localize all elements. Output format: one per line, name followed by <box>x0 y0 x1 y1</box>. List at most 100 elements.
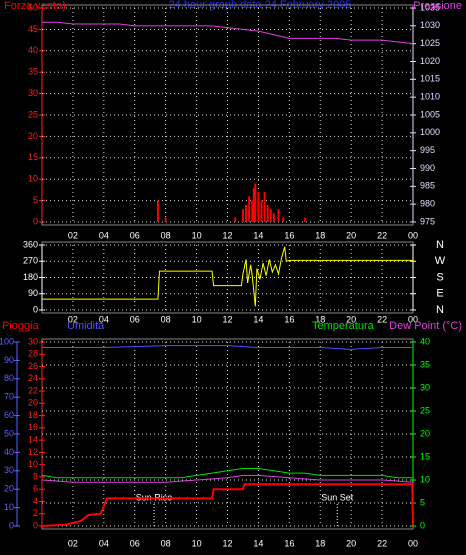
y-tick-label: 10 <box>28 174 38 184</box>
series-line <box>42 345 413 350</box>
y-tick-label: 980 <box>420 199 435 209</box>
x-tick-label: 12 <box>222 230 232 240</box>
y-tick-label: 22 <box>28 385 38 395</box>
y-tick-label: 975 <box>420 216 435 226</box>
y-tick-label: 0 <box>33 520 38 530</box>
x-tick-label: 06 <box>130 230 140 240</box>
y-tick-label: 24 <box>28 373 38 383</box>
x-tick-label: 00 <box>408 538 418 548</box>
bar <box>254 183 257 222</box>
bar <box>277 209 280 222</box>
y-tick-label: 25 <box>420 405 430 415</box>
y-tick-label: 15 <box>420 451 430 461</box>
y-tick-label: 16 <box>28 422 38 432</box>
y-tick-label: 10 <box>4 502 14 512</box>
legend-label: Dew Point (°C) <box>389 320 462 332</box>
x-tick-label: 02 <box>68 314 78 324</box>
series-line <box>41 468 413 479</box>
y-tick-label: 30 <box>28 88 38 98</box>
y-tick-label: 1010 <box>420 92 440 102</box>
bar <box>251 200 254 222</box>
y-tick-label: 15 <box>28 152 38 162</box>
series-line <box>41 474 414 483</box>
y-tick-label: 30 <box>420 382 430 392</box>
y-tick-label: 30 <box>4 465 14 475</box>
y-tick-label: 45 <box>28 24 38 34</box>
bar <box>272 213 275 222</box>
x-tick-label: 14 <box>253 538 263 548</box>
y-tick-label: 5 <box>33 195 38 205</box>
y-tick-label: 360 <box>23 239 38 249</box>
bar <box>241 209 244 222</box>
bar <box>164 217 167 222</box>
y-tick-label: 14 <box>28 435 38 445</box>
y-tick-label: 180 <box>23 272 38 282</box>
x-tick-label: 22 <box>377 230 387 240</box>
x-tick-label: 22 <box>377 538 387 548</box>
y-tick-label: 0 <box>9 520 14 530</box>
bar <box>282 217 285 222</box>
y-tick-label: 995 <box>420 145 435 155</box>
x-tick-label: 18 <box>315 538 325 548</box>
y-tick-label: 8 <box>33 471 38 481</box>
annotation: Sun Set <box>321 492 354 502</box>
y-tick-label: 18 <box>28 410 38 420</box>
bar <box>245 204 248 222</box>
y-tick-label: 90 <box>4 355 14 365</box>
y-tick-label: 985 <box>420 181 435 191</box>
y-tick-label: 990 <box>420 163 435 173</box>
series-line <box>42 21 414 45</box>
legend-label: Umidita <box>67 320 105 332</box>
y-tick-label: S <box>436 271 443 283</box>
y-tick-label: 10 <box>420 474 430 484</box>
y-tick-label: 35 <box>28 67 38 77</box>
x-tick-label: 12 <box>222 538 232 548</box>
x-tick-label: 16 <box>284 314 294 324</box>
y-tick-label: 90 <box>28 288 38 298</box>
legend-label: Forza vento) <box>4 0 66 12</box>
y-tick-label: N <box>436 304 444 316</box>
y-tick-label: 1005 <box>420 109 440 119</box>
x-tick-label: 10 <box>192 314 202 324</box>
y-tick-label: 4 <box>33 496 38 506</box>
bar <box>156 200 159 222</box>
y-tick-label: 0 <box>33 304 38 314</box>
bar <box>263 192 266 222</box>
y-tick-label: 5 <box>420 497 425 507</box>
bar <box>248 196 251 222</box>
y-tick-label: 270 <box>23 256 38 266</box>
y-tick-label: 20 <box>28 398 38 408</box>
y-tick-label: 40 <box>420 336 430 346</box>
legend-label: Temperatura <box>312 320 375 332</box>
y-tick-label: 26 <box>28 361 38 371</box>
y-tick-label: 1020 <box>420 56 440 66</box>
y-tick-label: 0 <box>33 216 38 226</box>
x-tick-label: 18 <box>315 230 325 240</box>
x-tick-label: 20 <box>346 538 356 548</box>
y-tick-label: 20 <box>4 484 14 494</box>
x-tick-label: 00 <box>408 314 418 324</box>
y-tick-label: 50 <box>28 2 38 12</box>
x-tick-label: 04 <box>99 230 109 240</box>
y-tick-label: 20 <box>28 131 38 141</box>
y-tick-label: 40 <box>4 447 14 457</box>
y-tick-label: 28 <box>28 349 38 359</box>
x-tick-label: 16 <box>284 230 294 240</box>
y-tick-label: 10 <box>28 459 38 469</box>
legend-label: Pressione <box>413 0 462 12</box>
x-tick-label: 06 <box>130 314 140 324</box>
x-tick-label: 20 <box>346 230 356 240</box>
x-tick-label: 04 <box>99 538 109 548</box>
y-tick-label: 2 <box>33 508 38 518</box>
y-tick-label: 30 <box>28 336 38 346</box>
y-tick-label: 1035 <box>420 2 440 12</box>
x-tick-label: 00 <box>408 230 418 240</box>
bar <box>269 209 272 222</box>
y-tick-label: N <box>436 239 444 251</box>
x-tick-label: 08 <box>161 230 171 240</box>
x-tick-label: 08 <box>161 314 171 324</box>
y-tick-label: 0 <box>420 520 425 530</box>
y-tick-label: 1000 <box>420 127 440 137</box>
